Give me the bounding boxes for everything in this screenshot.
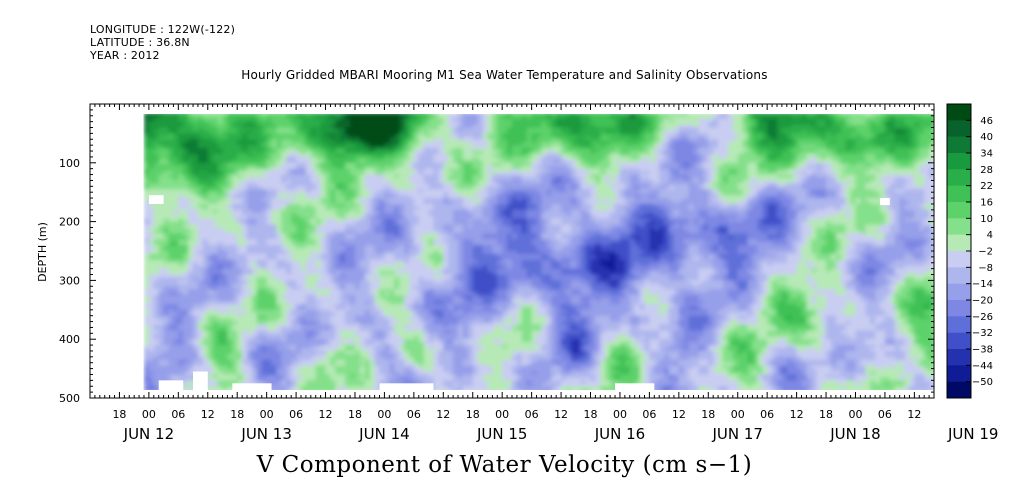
missing-data-block [232,383,272,393]
x-day-label: JUN 15 [476,425,527,443]
x-day-label: JUN 13 [240,425,291,443]
x-tick-label: 00 [142,408,156,421]
x-tick-label: 06 [878,408,892,421]
x-day-label: JUN 19 [947,425,998,443]
x-tick-label: 12 [554,408,568,421]
colorbar-label: 46 [980,116,993,127]
x-day-label: JUN 18 [829,425,880,443]
colorbar-label: −8 [978,263,993,274]
x-tick-label: 06 [525,408,539,421]
x-tick-label: 12 [319,408,333,421]
colorbar-swatch [947,316,971,333]
x-tick-label: 06 [407,408,421,421]
x-tick-label: 12 [907,408,921,421]
missing-data-block [379,383,434,393]
colorbar-swatch [947,153,971,170]
missing-data-block [880,198,890,206]
colorbar-label: 10 [980,214,993,225]
colorbar-swatch [947,218,971,235]
x-tick-label: 12 [790,408,804,421]
year-label: YEAR : 2012 [90,49,160,62]
x-tick-label: 18 [348,408,362,421]
colorbar-swatch [947,381,971,399]
colorbar-label: −2 [978,247,993,258]
chart-title: Hourly Gridded MBARI Mooring M1 Sea Wate… [241,68,768,82]
x-tick-label: 18 [584,408,598,421]
colorbar-swatch [947,234,971,252]
missing-data-block [148,195,164,204]
x-day-label: JUN 12 [123,425,174,443]
variable-title: V Component of Water Velocity (cm s−1) [256,452,753,478]
x-tick-label: 00 [377,408,391,421]
y-tick-label: 200 [59,216,80,229]
y-tick-label: 500 [59,392,80,405]
colorbar-swatch [947,136,971,154]
x-axis: 18 00 06 12 18 00 06 12 18 00 06 12 18 00 06 12 18 00 06 12… [89,104,998,443]
colorbar-label: 34 [980,149,993,160]
colorbar-swatch [947,300,971,317]
missing-data-block [615,383,655,393]
y-axis-label: DEPTH (m) [36,222,49,282]
colorbar-label: −14 [972,279,993,290]
x-tick-label: 00 [848,408,862,421]
x-tick-label: 12 [201,408,215,421]
colorbar-label: −38 [972,345,993,356]
colorbar-swatch [947,251,971,268]
x-tick-label: 12 [672,408,686,421]
colorbar-label: −26 [972,312,993,323]
colorbar-label: −50 [972,377,993,388]
colorbar-label: 40 [980,132,993,143]
colorbar-label: −44 [972,361,993,372]
missing-data-blocks [148,195,890,393]
missing-data-block [158,380,184,393]
colorbar-swatch [947,283,971,301]
x-tick-label: 00 [260,408,274,421]
longitude-label: LONGITUDE : 122W(-122) [90,23,236,36]
x-tick-label: 18 [701,408,715,421]
x-tick-label: 00 [495,408,509,421]
y-tick-label: 100 [59,157,80,170]
colorbar-swatch [947,202,971,219]
heatmap-field [143,114,934,390]
colorbar-swatch [947,332,971,350]
colorbar-label: −32 [972,328,993,339]
x-tick-label: 18 [466,408,480,421]
colorbar-swatch [947,185,971,203]
x-tick-label: 12 [436,408,450,421]
colorbar-label: −20 [972,296,993,307]
missing-data-block [193,371,208,393]
colorbar-label: 22 [980,181,993,192]
x-day-label: JUN 17 [711,425,762,443]
x-tick-label: 06 [760,408,774,421]
x-tick-label: 18 [819,408,833,421]
x-tick-label: 06 [171,408,185,421]
colorbar-swatch [947,120,971,137]
colorbar-label: 28 [980,165,993,176]
x-tick-label: 06 [642,408,656,421]
x-day-label: JUN 16 [594,425,645,443]
x-tick-label: 06 [289,408,303,421]
colorbar-swatch [947,169,971,186]
colorbar-swatch [947,365,971,382]
x-tick-label: 18 [112,408,126,421]
y-axis: 100 200 300 400 500 [59,109,934,405]
x-tick-label: 00 [613,408,627,421]
y-tick-label: 300 [59,274,80,287]
colorbar-label: 4 [987,230,993,241]
x-tick-label: 18 [230,408,244,421]
colorbar-label: 16 [980,198,993,209]
x-tick-label: 00 [731,408,745,421]
latitude-label: LATITUDE : 36.8N [90,36,190,49]
colorbar-swatch [947,267,971,284]
x-day-label: JUN 14 [358,425,409,443]
colorbar: 46 40 34 28 22 16 10 4 −2 −8 −14 −20 −26 −32 −38 −44 −50 [946,103,993,399]
colorbar-swatch [947,104,971,121]
colorbar-swatch [947,349,971,366]
y-tick-label: 400 [59,333,80,346]
